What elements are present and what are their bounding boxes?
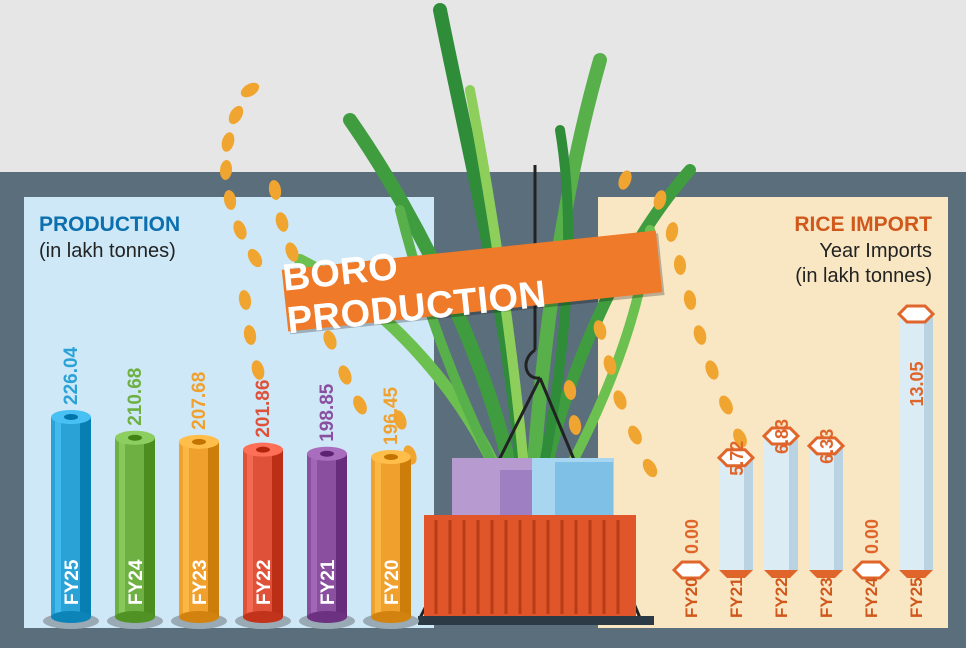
import-value-label-fy23: 6.33 <box>817 429 837 464</box>
shipping-container-icon <box>418 515 654 625</box>
production-bar-fy24 <box>107 430 163 629</box>
production-category-label-fy22: FY22 <box>254 560 275 605</box>
production-unit: (in lakh tonnes) <box>39 240 176 262</box>
production-category-label-fy21: FY21 <box>318 559 339 605</box>
import-value-label-fy22: 6.83 <box>772 419 792 454</box>
production-value-label-fy20: 196.45 <box>381 386 402 445</box>
production-bar-fy22 <box>235 442 291 629</box>
production-value-label-fy23: 207.68 <box>189 372 210 430</box>
production-chart: 226.04 FY25 210.68 FY24 207.68 FY23 201.86 FY22… <box>43 346 419 629</box>
production-bar-fy21 <box>299 446 355 629</box>
import-category-label-fy25: FY25 <box>907 577 926 618</box>
production-category-label-fy20: FY20 <box>382 560 403 605</box>
import-value-label-fy20: 0.00 <box>682 519 702 554</box>
cargo-boxes-icon <box>452 458 614 518</box>
import-category-label-fy24: FY24 <box>862 577 881 618</box>
production-value-label-fy25: 226.04 <box>61 346 82 405</box>
production-value-label-fy24: 210.68 <box>125 368 146 426</box>
import-category-label-fy23: FY23 <box>817 577 836 618</box>
production-bar-fy23 <box>171 434 227 629</box>
production-title: PRODUCTION <box>39 213 181 236</box>
import-bar-fy20 <box>671 560 711 580</box>
production-category-label-fy23: FY23 <box>190 560 211 605</box>
production-bar-fy25 <box>43 410 99 629</box>
import-title: RICE IMPORT <box>794 213 932 236</box>
import-value-label-fy21: 5.72 <box>727 441 747 476</box>
import-bar-fy24 <box>851 560 891 580</box>
production-bar-fy20 <box>363 450 419 629</box>
import-category-label-fy20: FY20 <box>682 577 701 618</box>
production-value-label-fy22: 201.86 <box>253 380 274 438</box>
import-value-label-fy25: 13.05 <box>907 361 927 406</box>
rice-grain-icon <box>219 82 747 478</box>
import-bar-fy23 <box>806 436 846 578</box>
rice-import-chart: 0.00 FY20 5.72 FY21 6.83 FY22 6.33 FY23 0.00 FY24… <box>671 304 936 618</box>
import-bar-fy22 <box>761 426 801 578</box>
import-unit: (in lakh tonnes) <box>795 265 932 287</box>
import-category-label-fy22: FY22 <box>772 577 791 618</box>
import-value-label-fy24: 0.00 <box>862 519 882 554</box>
import-category-label-fy21: FY21 <box>727 577 746 618</box>
import-bar-fy21 <box>716 448 756 578</box>
production-value-label-fy21: 198.85 <box>317 383 338 442</box>
production-category-label-fy25: FY25 <box>62 559 83 605</box>
production-category-label-fy24: FY24 <box>126 559 147 605</box>
import-subheading: Year Imports <box>819 240 932 262</box>
import-bar-fy25 <box>896 304 936 578</box>
